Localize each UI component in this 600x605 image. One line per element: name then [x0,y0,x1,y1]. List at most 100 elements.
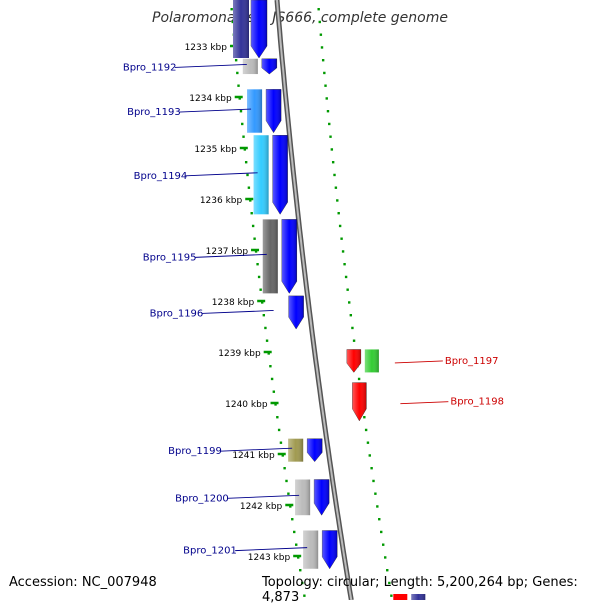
tick-label: 1239 kbp [218,349,261,359]
tick-dot [374,492,377,495]
tick-dot [265,339,269,342]
cog-bpro-1200-shade [295,479,311,516]
tick-dot [349,314,353,317]
cog-bpro-1194-shade [253,135,269,215]
gene-leader-bpro-1194 [185,172,258,177]
tick-dot [237,84,240,87]
tick-dot [242,135,245,138]
labels: 1233 kbp 1234 kbp 1235 kbp 1236 kbp 1237 kbp… [123,43,504,563]
tick-dot [370,467,373,470]
tick-dot [382,543,385,546]
tick-dot [320,46,324,49]
tick-dot [276,416,279,419]
tick-label: 1242 kbp [240,502,283,512]
gene-label-bpro-1194: Bpro_1194 [134,171,188,182]
gene-label-bpro-1199: Bpro_1199 [168,446,222,457]
cds-bpro-1194-shade [272,135,288,215]
tick-dot [259,288,262,291]
tick-dot [295,543,298,546]
tick-dot [301,581,304,585]
tick-dot [261,301,264,304]
cog-bpro-1192-shade [242,58,258,75]
tick-label: 1235 kbp [194,145,237,155]
tick-dot [249,199,252,202]
cds-bpro-1201-shade [322,530,338,569]
tick-dot [254,250,258,253]
backbone [274,0,354,600]
tick-dot [285,479,288,483]
gene-label-bpro-1197: Bpro_1197 [445,356,499,367]
cds-bpro-1198-shade [352,382,367,421]
tick-dot [230,8,233,11]
tick-dot [244,161,248,164]
tick-dot [281,454,284,457]
gene-label-bpro-1195: Bpro_1195 [143,252,197,263]
tick-dot [331,161,335,164]
tick-dot [384,556,387,559]
tick-label: 1237 kbp [206,247,249,257]
gene-leader-bpro-1199 [220,447,293,452]
gene-leader-bpro-1196 [201,310,274,314]
cds-bpro-1200-shade [314,479,330,516]
tick-dot [378,518,381,521]
tick-dot [368,454,371,457]
tick-dot [317,8,320,11]
features [233,0,426,600]
accession-text: Accession: NC_007948 [9,575,157,590]
tick-dot [257,275,261,279]
gene-leader-bpro-1195 [194,253,267,258]
tick-dot [299,569,302,572]
tick-dot [239,110,243,113]
tick-dot [279,441,283,444]
partial-cds-bottom [393,594,408,600]
tick-label: 1238 kbp [212,298,255,308]
tick-dot [341,250,345,253]
backbone-line [274,0,354,600]
tick-dot [250,212,253,215]
tick-dot [337,212,340,215]
tick-dot [334,186,338,189]
map-title: Polaromonas sp. JS666, complete genome [152,10,448,26]
tick-dot [324,84,327,87]
tick-dot [364,428,368,432]
tick-dot [293,530,296,534]
gene-leader-bpro-1201 [235,547,308,552]
tick-dot [344,275,348,279]
tick-dot [318,20,321,24]
cds-bpro-1196-shade [288,295,304,330]
tick-dot [297,556,300,559]
cds-bpro-1199-shade [307,438,323,462]
partial-cds-top-shade [251,0,267,58]
tick-dot [243,148,247,151]
gene-label-bpro-1193: Bpro_1193 [127,107,181,118]
tick-dot [264,326,267,330]
gene-leader-bpro-1192 [174,63,247,68]
cog-bpro-1195-shade [262,219,278,294]
tick-rings [229,8,393,597]
cds-bpro-1197-shade [346,349,361,373]
backbone-highlight [276,0,353,600]
tick-dot [328,122,331,126]
tick-dot [330,148,334,151]
gene-leader-bpro-1198 [400,401,449,405]
summary-text: Topology: circular; Length: 5,200,264 bp… [262,575,578,605]
tick-dot [231,20,234,24]
tick-dot [323,71,326,75]
tick-label: 1243 kbp [248,553,291,563]
tick-dot [241,122,244,126]
tick-label: 1233 kbp [185,43,228,53]
tick-dot [348,301,351,304]
cog-bpro-1199-shade [288,438,304,462]
tick-dot [269,365,272,368]
tick-dot [289,505,292,508]
cds-bpro-1193-shade [266,89,282,133]
tick-dot [251,224,255,228]
tick-dot [234,59,238,62]
cds-bpro-1192-shade [261,58,277,75]
tick-dot [329,135,332,138]
gene-label-bpro-1196: Bpro_1196 [150,308,204,319]
tick-dot [256,263,259,266]
cds-bpro-1195-shade [281,219,297,294]
tick-dot [247,186,251,189]
